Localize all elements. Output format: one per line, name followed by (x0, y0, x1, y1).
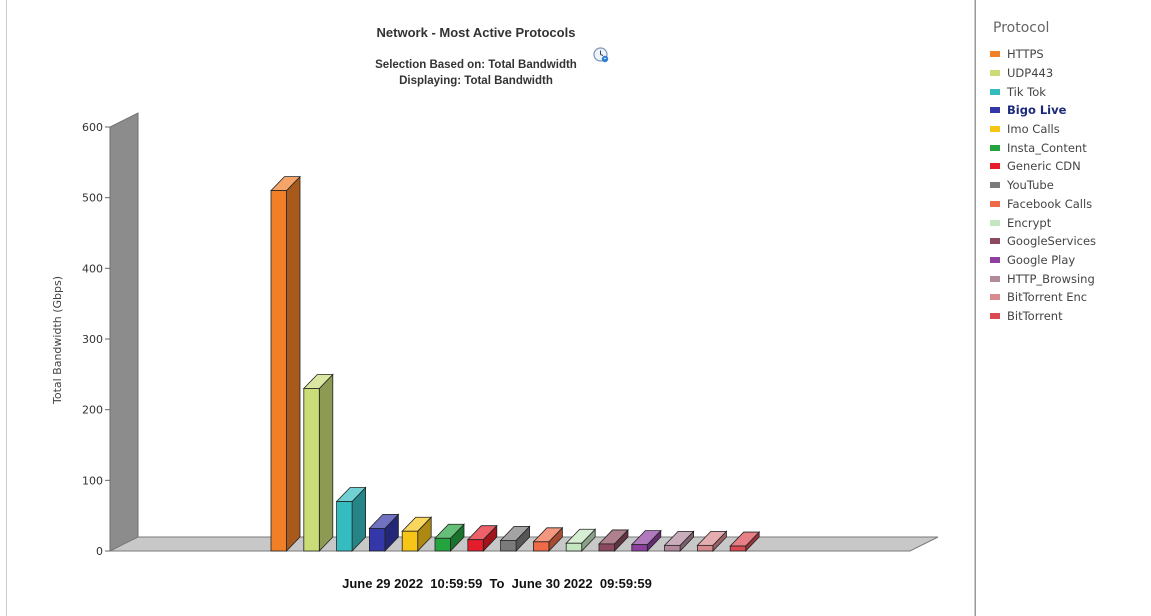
legend-swatch (990, 200, 1000, 207)
legend-label: Generic CDN (1007, 159, 1081, 174)
legend-swatch (990, 126, 1000, 133)
legend-label: Bigo Live (1007, 103, 1067, 118)
bar-https[interactable] (270, 175, 301, 552)
bar-bittorrent-enc[interactable] (696, 530, 728, 552)
legend-item[interactable]: BitTorrent (990, 307, 1096, 326)
legend-item[interactable]: BitTorrent Enc (990, 288, 1096, 307)
y-tick-label: 600 (82, 121, 103, 134)
bar-imo-calls[interactable] (401, 516, 433, 552)
legend-swatch (990, 107, 1000, 114)
refresh-clock-icon[interactable] (593, 47, 609, 63)
legend-item[interactable]: UDP443 (990, 64, 1096, 83)
chart-subtitle-selection: Selection Based on: Total Bandwidth (375, 59, 577, 71)
legend-panel: Protocol HTTPS UDP443 Tik Tok Bigo Live Imo … (976, 0, 1151, 616)
chart-subtitle-displaying: Displaying: Total Bandwidth (399, 75, 553, 87)
legend-label: Facebook Calls (1007, 196, 1093, 211)
legend-swatch (990, 88, 1000, 95)
y-tick-label: 400 (82, 262, 103, 275)
legend-swatch (990, 219, 1000, 226)
bar-insta-content[interactable] (434, 523, 465, 552)
legend-label: BitTorrent (1007, 308, 1063, 323)
legend-item[interactable]: YouTube (990, 176, 1096, 195)
legend-swatch (990, 51, 1000, 58)
bar-udp443[interactable] (302, 373, 334, 552)
bar-generic-cdn[interactable] (466, 524, 498, 552)
y-tick-label: 300 (82, 333, 103, 346)
x-axis-label: June 29 2022 10:59:59 To June 30 2022 09… (342, 576, 652, 591)
legend-item[interactable]: Imo Calls (990, 120, 1096, 139)
legend-label: HTTPS (1007, 47, 1044, 62)
legend-item[interactable]: HTTP_Browsing (990, 269, 1096, 288)
bar-youtube[interactable] (499, 525, 531, 552)
bar-google-play[interactable] (630, 529, 662, 552)
legend-label: Insta_Content (1007, 140, 1087, 155)
legend-item[interactable]: Bigo Live (990, 101, 1096, 120)
legend-item[interactable]: Facebook Calls (990, 195, 1096, 214)
legend-title: Protocol (993, 20, 1050, 36)
legend-swatch (990, 144, 1000, 151)
legend-item[interactable]: Insta_Content (990, 138, 1096, 157)
y-tick-label: 200 (82, 404, 103, 417)
legend-swatch (990, 256, 1000, 263)
legend-swatch (990, 294, 1000, 301)
y-axis-label: Total Bandwidth (Gbps) (51, 276, 64, 405)
bar-tik-tok[interactable] (335, 486, 367, 552)
legend-label: Tik Tok (1007, 84, 1046, 99)
y-tick-label: 0 (96, 545, 103, 558)
bar-googleservices[interactable] (598, 528, 629, 552)
chart-title: Network - Most Active Protocols (377, 25, 576, 40)
y-tick-label: 100 (82, 474, 103, 487)
legend-label: YouTube (1007, 178, 1054, 193)
legend-label: UDP443 (1007, 66, 1054, 81)
legend-label: Google Play (1007, 252, 1076, 267)
bar-bigo-live[interactable] (368, 513, 400, 552)
legend-swatch (990, 182, 1000, 189)
legend-swatch (990, 275, 1000, 282)
y-tick-label: 500 (82, 192, 103, 205)
legend-label: Encrypt (1007, 215, 1052, 230)
legend-item[interactable]: Encrypt (990, 213, 1096, 232)
legend-item[interactable]: Tik Tok (990, 82, 1096, 101)
legend-swatch (990, 238, 1000, 245)
legend-item[interactable]: HTTPS (990, 45, 1096, 64)
legend-label: HTTP_Browsing (1007, 271, 1095, 286)
legend-label: GoogleServices (1007, 234, 1097, 249)
legend-label: BitTorrent Enc (1007, 290, 1088, 305)
legend-swatch (990, 312, 1000, 319)
back-wall (109, 112, 139, 552)
legend-label: Imo Calls (1007, 122, 1060, 137)
bar-bittorrent[interactable] (729, 531, 761, 552)
bar-facebook-calls[interactable] (532, 526, 564, 552)
legend-swatch (990, 163, 1000, 170)
legend-list: HTTPS UDP443 Tik Tok Bigo Live Imo Calls Inst… (990, 45, 1096, 325)
legend-item[interactable]: Generic CDN (990, 157, 1096, 176)
legend-item[interactable]: Google Play (990, 251, 1096, 270)
bar-http-browsing[interactable] (663, 530, 695, 552)
legend-swatch (990, 70, 1000, 77)
legend-item[interactable]: GoogleServices (990, 232, 1096, 251)
bar-encrypt[interactable] (565, 528, 597, 552)
